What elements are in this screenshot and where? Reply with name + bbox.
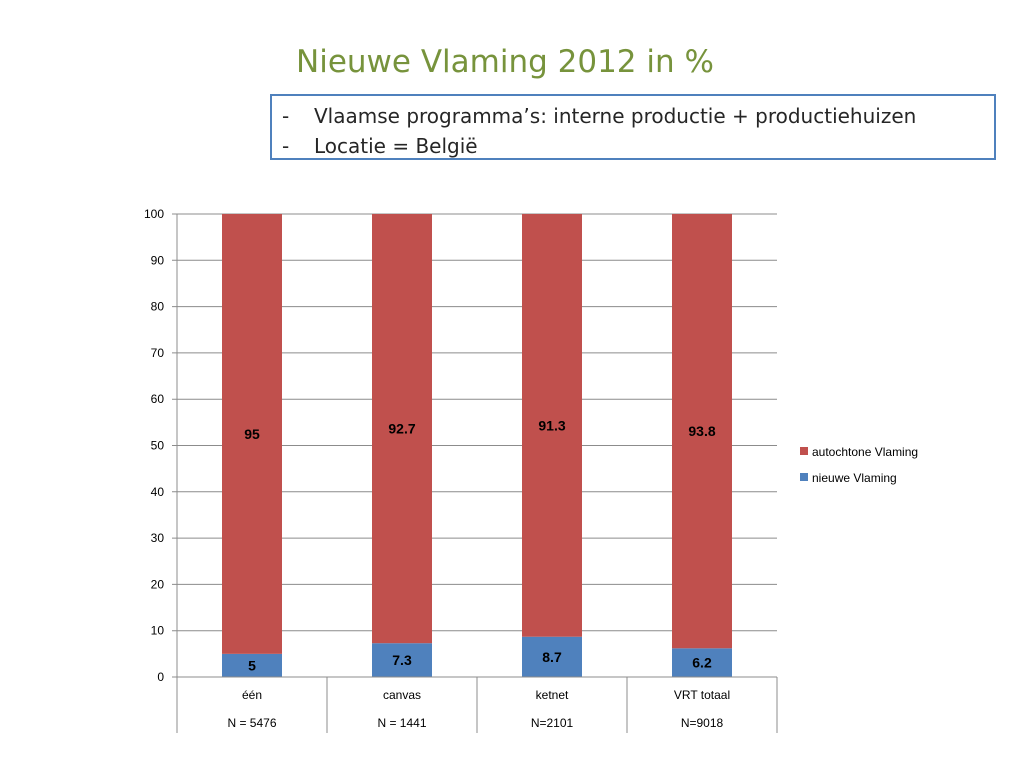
y-tick-label: 50: [151, 439, 165, 453]
y-tick-label: 90: [151, 253, 165, 267]
x-tick-label: één: [242, 688, 262, 702]
data-label: 95: [244, 426, 260, 442]
legend-label: nieuwe Vlaming: [812, 471, 897, 485]
slide-title: Nieuwe Vlaming 2012 in %: [296, 44, 714, 80]
y-tick-label: 80: [151, 300, 165, 314]
note-line: - Vlaamse programma’s: interne productie…: [282, 101, 994, 131]
y-tick-label: 20: [151, 577, 165, 591]
data-label: 93.8: [688, 423, 715, 439]
legend-swatch: [800, 473, 808, 481]
x-subcategory-label: N=9018: [681, 716, 724, 730]
bar-autochtone-vlaming: [372, 214, 432, 644]
bar-nieuwe-vlaming: [672, 648, 732, 677]
note-dash: -: [282, 104, 290, 128]
x-subcategory-label: N = 1441: [377, 716, 426, 730]
x-subcategory-label: N=2101: [531, 716, 574, 730]
x-tick-label: ketnet: [536, 688, 569, 702]
y-tick-label: 30: [151, 531, 165, 545]
bar-nieuwe-vlaming: [222, 653, 282, 677]
bar-autochtone-vlaming: [522, 214, 582, 637]
data-label: 7.3: [392, 652, 412, 668]
bar-nieuwe-vlaming: [522, 636, 582, 677]
x-tick-label: VRT totaal: [674, 688, 730, 702]
y-tick-label: 100: [144, 207, 164, 221]
y-tick-label: 10: [151, 624, 165, 638]
x-tick-label: canvas: [383, 688, 421, 702]
bar-autochtone-vlaming: [222, 214, 282, 654]
note-text: Vlaamse programma’s: interne productie +…: [314, 104, 917, 128]
bar-autochtone-vlaming: [672, 214, 732, 649]
note-box: - Vlaamse programma’s: interne productie…: [270, 94, 996, 160]
y-tick-label: 40: [151, 485, 165, 499]
data-label: 8.7: [542, 649, 562, 665]
y-tick-label: 70: [151, 346, 165, 360]
y-tick-label: 60: [151, 392, 165, 406]
y-tick-label: 0: [157, 670, 164, 684]
data-label: 92.7: [388, 421, 415, 437]
x-subcategory-label: N = 5476: [227, 716, 276, 730]
legend-label: autochtone Vlaming: [812, 445, 918, 459]
note-line: - Locatie = België: [282, 131, 994, 161]
data-label: 6.2: [692, 655, 712, 671]
note-text: Locatie = België: [314, 134, 478, 158]
data-label: 5: [248, 657, 256, 673]
note-dash: -: [282, 134, 290, 158]
bar-nieuwe-vlaming: [372, 643, 432, 677]
legend-swatch: [800, 447, 808, 455]
data-label: 91.3: [538, 417, 565, 433]
